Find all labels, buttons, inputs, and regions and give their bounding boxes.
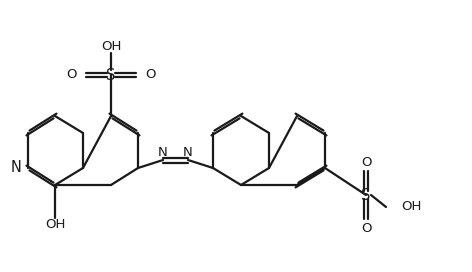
Text: OH: OH xyxy=(101,39,121,52)
Text: O: O xyxy=(145,69,155,82)
Text: O: O xyxy=(361,221,371,234)
Text: OH: OH xyxy=(401,200,421,214)
Text: N: N xyxy=(10,160,21,175)
Text: O: O xyxy=(67,69,77,82)
Text: S: S xyxy=(106,67,116,82)
Text: N: N xyxy=(158,147,168,159)
Text: OH: OH xyxy=(45,218,65,230)
Text: O: O xyxy=(361,156,371,168)
Text: S: S xyxy=(361,187,371,202)
Text: N: N xyxy=(183,147,193,159)
